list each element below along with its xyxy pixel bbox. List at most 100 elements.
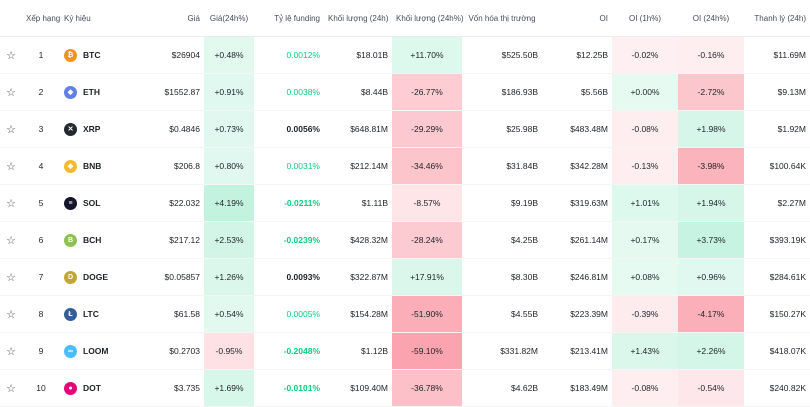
symbol-cell[interactable]: B BCH xyxy=(60,221,124,259)
symbol-cell[interactable]: ✕ XRP xyxy=(60,110,124,148)
symbol-cell[interactable]: ● DOT xyxy=(60,369,124,407)
market-cap-cell: $4.62B xyxy=(462,369,542,407)
market-cap-cell: $4.25B xyxy=(462,221,542,259)
table-row[interactable]: ☆ 3 ✕ XRP $0.4846 +0.73% 0.0056% $648.81… xyxy=(0,110,810,148)
price-cell: $0.4846 xyxy=(124,110,204,148)
rank-cell: 3 xyxy=(22,110,60,148)
symbol-cell[interactable]: ≡ SOL xyxy=(60,184,124,222)
favorite-star-icon[interactable]: ☆ xyxy=(0,73,22,111)
header-price[interactable]: Giá xyxy=(124,0,204,37)
funding-rate-cell: -0.0101% xyxy=(254,369,324,407)
favorite-star-icon[interactable]: ☆ xyxy=(0,258,22,296)
open-interest-cell: $12.25B xyxy=(542,36,612,74)
symbol-label: LOOM xyxy=(83,346,109,356)
header-oi-1h[interactable]: OI (1h%) xyxy=(612,0,678,37)
litecoin-icon: Ł xyxy=(64,307,77,321)
table-row[interactable]: ☆ 7 D DOGE $0.05857 +1.26% 0.0093% $322.… xyxy=(0,258,810,296)
market-cap-cell: $31.84B xyxy=(462,147,542,185)
price-change-cell: +2.53% xyxy=(204,221,254,259)
bnb-icon: ◆ xyxy=(64,159,77,173)
favorite-star-icon[interactable]: ☆ xyxy=(0,147,22,185)
price-cell: $217.12 xyxy=(124,221,204,259)
xrp-icon: ✕ xyxy=(64,122,77,136)
favorite-star-icon[interactable]: ☆ xyxy=(0,36,22,74)
header-liquidation[interactable]: Thanh lý (24h) xyxy=(744,0,810,37)
oi-1h-cell: -0.02% xyxy=(612,36,678,74)
price-cell: $206.8 xyxy=(124,147,204,185)
favorite-star-icon[interactable]: ☆ xyxy=(0,295,22,333)
oi-1h-cell: +1.01% xyxy=(612,184,678,222)
favorite-star-icon[interactable]: ☆ xyxy=(0,332,22,370)
symbol-label: LTC xyxy=(83,309,99,319)
rank-cell: 8 xyxy=(22,295,60,333)
funding-rate-cell: -0.2048% xyxy=(254,332,324,370)
header-volume-change[interactable]: Khối lượng (24h%) xyxy=(392,0,464,37)
table-row[interactable]: ☆ 10 ● DOT $3.735 +1.69% -0.0101% $109.4… xyxy=(0,369,810,407)
table-row[interactable]: ☆ 1 ₿ BTC $26904 +0.48% 0.0012% $18.01B … xyxy=(0,36,810,74)
oi-24h-cell: +1.98% xyxy=(678,110,744,148)
open-interest-cell: $342.28M xyxy=(542,147,612,185)
volume-cell: $1.11B xyxy=(324,184,392,222)
liquidation-cell: $1.92M xyxy=(744,110,810,148)
table-row[interactable]: ☆ 6 B BCH $217.12 +2.53% -0.0239% $428.3… xyxy=(0,221,810,259)
volume-cell: $322.87M xyxy=(324,258,392,296)
header-symbol[interactable]: Ký hiệu xyxy=(60,0,124,37)
funding-rate-cell: 0.0038% xyxy=(254,73,324,111)
bitcoin-cash-icon: B xyxy=(64,233,77,247)
volume-cell: $1.12B xyxy=(324,332,392,370)
header-oi-24h[interactable]: OI (24h%) xyxy=(678,0,744,37)
oi-24h-cell: +1.94% xyxy=(678,184,744,222)
symbol-cell[interactable]: ◆ ETH xyxy=(60,73,124,111)
liquidation-cell: $418.07K xyxy=(744,332,810,370)
table-row[interactable]: ☆ 4 ◆ BNB $206.8 +0.80% 0.0031% $212.14M… xyxy=(0,147,810,185)
liquidation-cell: $11.69M xyxy=(744,36,810,74)
table-row[interactable]: ☆ 5 ≡ SOL $22.032 +4.19% -0.0211% $1.11B… xyxy=(0,184,810,222)
symbol-cell[interactable]: D DOGE xyxy=(60,258,124,296)
open-interest-cell: $319.63M xyxy=(542,184,612,222)
funding-rate-cell: -0.0239% xyxy=(254,221,324,259)
open-interest-cell: $183.49M xyxy=(542,369,612,407)
header-funding-rate[interactable]: Tỷ lệ funding xyxy=(254,0,324,37)
header-price-change[interactable]: Giá(24h%) xyxy=(204,0,254,37)
favorite-star-icon[interactable]: ☆ xyxy=(0,184,22,222)
oi-1h-cell: -0.39% xyxy=(612,295,678,333)
funding-rate-cell: 0.0005% xyxy=(254,295,324,333)
market-cap-cell: $186.93B xyxy=(462,73,542,111)
table-row[interactable]: ☆ 8 Ł LTC $61.58 +0.54% 0.0005% $154.28M… xyxy=(0,295,810,333)
volume-change-cell: -34.46% xyxy=(392,147,462,185)
header-open-interest[interactable]: OI xyxy=(542,0,612,37)
symbol-cell[interactable]: ◆ BNB xyxy=(60,147,124,185)
table-row[interactable]: ☆ 9 ∞ LOOM $0.2703 -0.95% -0.2048% $1.12… xyxy=(0,332,810,370)
oi-1h-cell: -0.08% xyxy=(612,369,678,407)
symbol-cell[interactable]: ₿ BTC xyxy=(60,36,124,74)
header-volume[interactable]: Khối lượng (24h) xyxy=(324,0,392,37)
favorite-star-icon[interactable]: ☆ xyxy=(0,110,22,148)
favorite-star-icon[interactable]: ☆ xyxy=(0,221,22,259)
symbol-label: ETH xyxy=(83,87,100,97)
oi-1h-cell: +0.00% xyxy=(612,73,678,111)
oi-24h-cell: -2.72% xyxy=(678,73,744,111)
price-change-cell: +1.69% xyxy=(204,369,254,407)
market-cap-cell: $25.98B xyxy=(462,110,542,148)
header-rank[interactable]: Xếp hạng xyxy=(22,0,60,37)
volume-cell: $212.14M xyxy=(324,147,392,185)
price-cell: $26904 xyxy=(124,36,204,74)
oi-1h-cell: +1.43% xyxy=(612,332,678,370)
volume-change-cell: -26.77% xyxy=(392,73,462,111)
volume-change-cell: -28.24% xyxy=(392,221,462,259)
liquidation-cell: $284.61K xyxy=(744,258,810,296)
symbol-cell[interactable]: ∞ LOOM xyxy=(60,332,124,370)
header-market-cap[interactable]: Vốn hóa thị trường xyxy=(462,0,542,37)
open-interest-cell: $5.56B xyxy=(542,73,612,111)
liquidation-cell: $2.27M xyxy=(744,184,810,222)
volume-change-cell: +17.91% xyxy=(392,258,462,296)
funding-rate-cell: 0.0056% xyxy=(254,110,324,148)
volume-cell: $18.01B xyxy=(324,36,392,74)
table-row[interactable]: ☆ 2 ◆ ETH $1552.87 +0.91% 0.0038% $8.44B… xyxy=(0,73,810,111)
symbol-cell[interactable]: Ł LTC xyxy=(60,295,124,333)
symbol-label: DOT xyxy=(83,383,101,393)
market-cap-cell: $331.82M xyxy=(462,332,542,370)
favorite-star-icon[interactable]: ☆ xyxy=(0,369,22,407)
price-change-cell: +4.19% xyxy=(204,184,254,222)
